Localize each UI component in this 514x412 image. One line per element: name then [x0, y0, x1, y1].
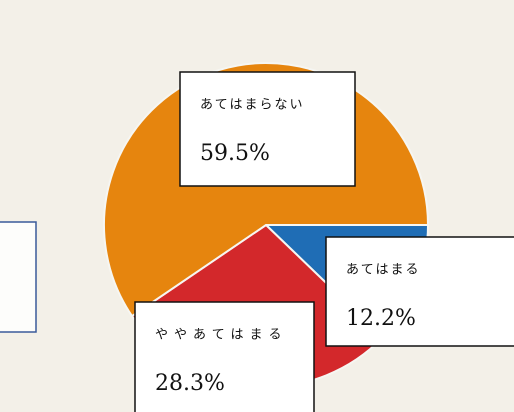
blank-box — [0, 221, 37, 333]
label-box — [325, 236, 514, 347]
label-box — [134, 301, 315, 412]
label-box — [179, 71, 356, 187]
category-label: ややあてはまる — [155, 328, 287, 343]
category-label: あてはまらない — [200, 98, 304, 113]
value-label: 28.3% — [155, 371, 225, 396]
labels: あてはまる 12.2% ややあてはまる 28.3% あてはまらない 59.5% — [134, 71, 514, 412]
value-label: 12.2% — [346, 306, 416, 331]
value-label: 59.5% — [200, 141, 270, 166]
category-label: あてはまる — [346, 263, 420, 278]
